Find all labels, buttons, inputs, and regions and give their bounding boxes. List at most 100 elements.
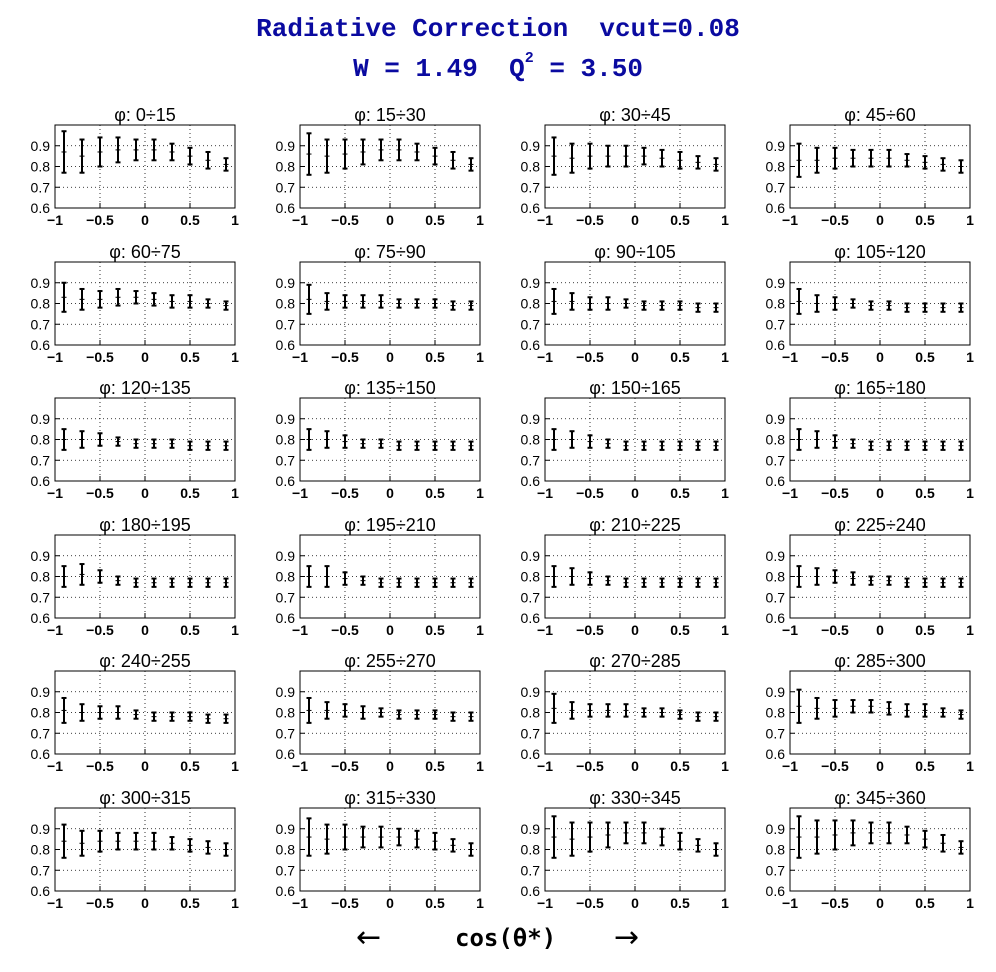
y-tick-label: 0.9 <box>276 548 296 564</box>
y-tick-label: 0.8 <box>31 569 51 585</box>
x-tick-label: −1 <box>537 212 553 228</box>
x-tick-label: 0 <box>631 349 639 365</box>
y-tick-label: 0.9 <box>521 275 541 291</box>
x-tick-label: 0 <box>386 895 394 911</box>
y-tick-label: 0.9 <box>31 138 51 154</box>
y-tick-label: 0.7 <box>276 589 296 605</box>
x-tick-label: −1 <box>292 349 308 365</box>
x-tick-label: −0.5 <box>821 485 849 501</box>
y-tick-label: 0.9 <box>31 821 51 837</box>
y-tick-label: 0.6 <box>521 337 541 353</box>
panel: 0.6 0.7 0.8 0.9 −1 −0.5 0 0.5 1 φ: 210÷225 <box>521 515 730 638</box>
right-arrow-icon: → <box>614 920 640 955</box>
x-tick-label: 0.5 <box>180 212 200 228</box>
y-tick-label: 0.9 <box>521 411 541 427</box>
x-tick-label: −0.5 <box>86 895 114 911</box>
panel: 0.6 0.7 0.8 0.9 −1 −0.5 0 0.5 1 φ: 75÷90 <box>276 242 485 365</box>
y-tick-label: 0.7 <box>766 452 786 468</box>
y-tick-label: 0.6 <box>31 746 51 762</box>
x-tick-label: 0 <box>386 349 394 365</box>
x-tick-label: −1 <box>292 622 308 638</box>
panel-title: φ: 60÷75 <box>109 242 181 262</box>
x-tick-label: 0.5 <box>670 758 690 774</box>
panel-title: φ: 90÷105 <box>594 242 676 262</box>
y-tick-label: 0.9 <box>276 275 296 291</box>
panel: 0.6 0.7 0.8 0.9 −1 −0.5 0 0.5 1 φ: 105÷120 <box>766 242 975 365</box>
x-tick-label: 0.5 <box>670 622 690 638</box>
panel: 0.6 0.7 0.8 0.9 −1 −0.5 0 0.5 1 φ: 285÷300 <box>766 651 975 774</box>
x-tick-label: −1 <box>47 485 63 501</box>
panel: 0.6 0.7 0.8 0.9 −1 −0.5 0 0.5 1 φ: 120÷135 <box>31 378 240 501</box>
x-tick-label: 0.5 <box>180 622 200 638</box>
x-tick-label: 0.5 <box>915 895 935 911</box>
x-tick-label: −0.5 <box>821 622 849 638</box>
y-tick-label: 0.6 <box>276 337 296 353</box>
x-tick-label: −0.5 <box>331 485 359 501</box>
y-tick-label: 0.7 <box>521 452 541 468</box>
y-tick-label: 0.9 <box>31 684 51 700</box>
x-tick-label: 1 <box>476 349 484 365</box>
y-tick-label: 0.7 <box>766 862 786 878</box>
chart-title: Radiative Correction vcut=0.08 <box>256 14 740 44</box>
x-tick-label: 1 <box>721 212 729 228</box>
y-tick-label: 0.7 <box>766 179 786 195</box>
panel: 0.6 0.7 0.8 0.9 −1 −0.5 0 0.5 1 φ: 45÷60 <box>766 105 975 228</box>
x-tick-label: 0 <box>631 758 639 774</box>
panel: 0.6 0.7 0.8 0.9 −1 −0.5 0 0.5 1 φ: 0÷15 <box>31 105 240 228</box>
x-tick-label: −1 <box>537 895 553 911</box>
x-tick-label: −0.5 <box>86 622 114 638</box>
y-tick-label: 0.8 <box>31 705 51 721</box>
y-tick-label: 0.8 <box>766 296 786 312</box>
y-tick-label: 0.9 <box>276 138 296 154</box>
x-tick-label: −0.5 <box>86 349 114 365</box>
y-tick-label: 0.9 <box>766 138 786 154</box>
panel-title: φ: 30÷45 <box>599 105 671 125</box>
x-tick-label: −1 <box>782 485 798 501</box>
x-tick-label: 0 <box>876 349 884 365</box>
x-tick-label: −0.5 <box>331 895 359 911</box>
x-tick-label: 1 <box>966 758 974 774</box>
y-tick-label: 0.8 <box>276 159 296 175</box>
y-tick-label: 0.7 <box>766 316 786 332</box>
panel-title: φ: 300÷315 <box>99 788 191 808</box>
y-tick-label: 0.8 <box>766 159 786 175</box>
y-tick-label: 0.8 <box>521 432 541 448</box>
panel: 0.6 0.7 0.8 0.9 −1 −0.5 0 0.5 1 φ: 15÷30 <box>276 105 485 228</box>
panel: 0.6 0.7 0.8 0.9 −1 −0.5 0 0.5 1 φ: 345÷360 <box>766 788 975 911</box>
x-tick-label: 0.5 <box>180 758 200 774</box>
panel-title: φ: 210÷225 <box>589 515 681 535</box>
y-tick-label: 0.6 <box>31 337 51 353</box>
y-tick-label: 0.7 <box>31 316 51 332</box>
y-tick-label: 0.6 <box>31 610 51 626</box>
x-tick-label: 0 <box>141 349 149 365</box>
y-tick-label: 0.8 <box>521 296 541 312</box>
x-tick-label: 0 <box>141 758 149 774</box>
y-tick-label: 0.8 <box>766 842 786 858</box>
panel-title: φ: 135÷150 <box>344 378 436 398</box>
x-tick-label: −0.5 <box>86 485 114 501</box>
y-tick-label: 0.8 <box>766 705 786 721</box>
x-tick-label: −1 <box>782 895 798 911</box>
x-tick-label: 0 <box>141 485 149 501</box>
x-tick-label: 1 <box>721 895 729 911</box>
x-tick-label: 1 <box>476 622 484 638</box>
x-tick-label: 1 <box>966 485 974 501</box>
x-tick-label: 0 <box>876 622 884 638</box>
y-tick-label: 0.6 <box>766 337 786 353</box>
panel-title: φ: 255÷270 <box>344 651 436 671</box>
subtitle-suffix: = 3.50 <box>533 54 643 84</box>
y-tick-label: 0.6 <box>521 610 541 626</box>
y-tick-label: 0.6 <box>766 746 786 762</box>
panel: 0.6 0.7 0.8 0.9 −1 −0.5 0 0.5 1 φ: 225÷240 <box>766 515 975 638</box>
panel-title: φ: 0÷15 <box>114 105 176 125</box>
y-tick-label: 0.6 <box>31 473 51 489</box>
x-tick-label: −0.5 <box>576 349 604 365</box>
y-tick-label: 0.6 <box>31 200 51 216</box>
x-tick-label: 0 <box>631 895 639 911</box>
y-tick-label: 0.7 <box>31 452 51 468</box>
y-tick-label: 0.8 <box>766 432 786 448</box>
x-tick-label: 0.5 <box>180 485 200 501</box>
y-tick-label: 0.8 <box>276 842 296 858</box>
x-tick-label: −1 <box>47 349 63 365</box>
